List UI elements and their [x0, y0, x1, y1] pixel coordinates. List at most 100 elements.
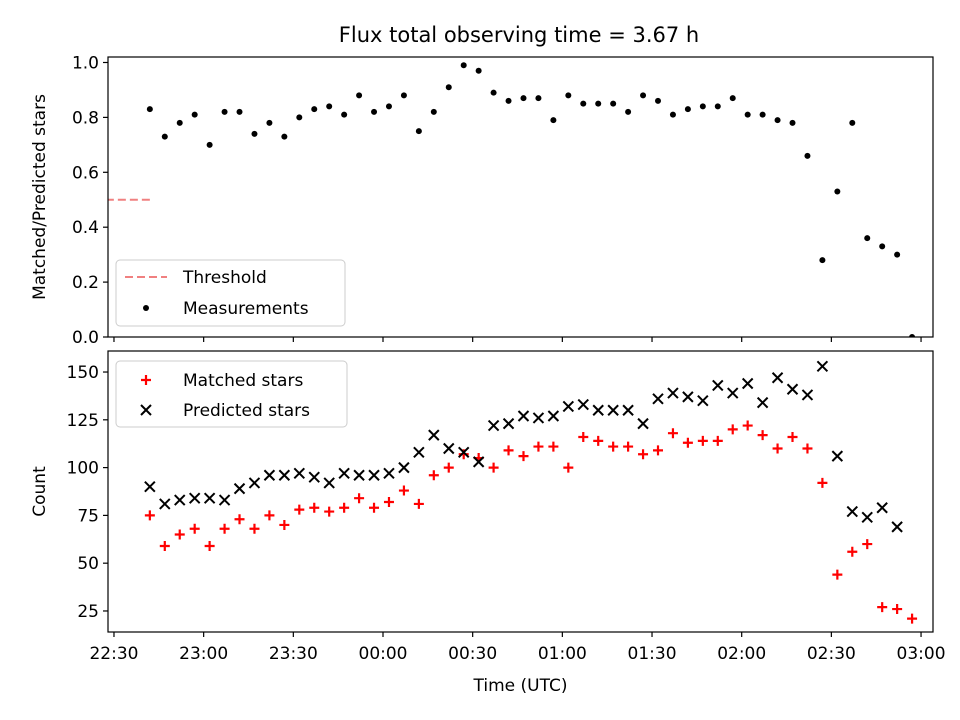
measurement-point [595, 100, 602, 107]
matched-star-point [159, 540, 170, 551]
measurement-point [400, 92, 407, 99]
predicted-star-point [383, 467, 395, 480]
predicted-star-point [174, 494, 186, 506]
measurement-point [356, 92, 363, 99]
plot-area [108, 62, 916, 337]
predicted-star-point [652, 393, 664, 405]
predicted-star-point [293, 467, 306, 480]
predicted-star-point [338, 467, 350, 480]
predicted-star-point [846, 505, 859, 518]
measurement-point [565, 92, 572, 99]
predicted-star-point [323, 477, 335, 489]
predicted-star-point [637, 417, 649, 430]
measurement-point [475, 67, 482, 74]
predicted-star-point [682, 391, 694, 403]
x-tick-label: 00:30 [448, 644, 497, 664]
matched-star-point [264, 510, 275, 521]
predicted-star-point [188, 492, 201, 504]
predicted-star-point [562, 400, 575, 413]
measurement-point [430, 108, 437, 115]
matched-star-point [279, 519, 290, 530]
matched-star-point [383, 497, 394, 508]
matched-star-point [563, 462, 574, 473]
predicted-star-point [891, 521, 903, 533]
matched-star-point [443, 462, 454, 473]
predicted-star-point [144, 481, 156, 493]
measurement-point [385, 103, 392, 110]
predicted-star-point [248, 477, 261, 489]
x-tick-label: 00:00 [359, 644, 408, 664]
measurement-point [610, 100, 617, 107]
measurement-point [415, 128, 422, 135]
measurement-point [176, 119, 183, 126]
matched-star-point [324, 506, 335, 517]
y-tick-label: 0.4 [72, 218, 99, 238]
matched-star-point [413, 498, 424, 509]
matched-star-point [578, 432, 589, 443]
predicted-star-point [771, 372, 784, 384]
x-axis-label: Time (UTC) [473, 676, 568, 696]
measurement-point [714, 103, 721, 110]
measurement-point [640, 92, 647, 99]
matched-star-point [398, 485, 409, 496]
matched-star-point [518, 451, 529, 462]
x-tick-label: 01:30 [628, 644, 677, 664]
matched-star-point [832, 569, 843, 580]
matched-star-point [174, 529, 185, 540]
matched-star-point [548, 441, 559, 452]
measurement-point [505, 97, 512, 104]
legend-measurement-label: Measurements [183, 299, 309, 319]
axes-frame [107, 56, 934, 338]
legend-measurement-swatch [143, 305, 149, 311]
measurement-point [580, 100, 587, 107]
predicted-star-point [756, 396, 769, 409]
predicted-star-point [741, 377, 754, 390]
predicted-star-point [697, 394, 709, 407]
predicted-star-point [308, 471, 320, 483]
predicted-star-point [622, 404, 634, 416]
measurement-point [819, 257, 826, 264]
predicted-star-point [547, 410, 560, 422]
x-tick-label: 01:00 [538, 644, 587, 664]
measurement-point [191, 111, 198, 118]
predicted-star-point [577, 398, 589, 411]
measurement-point [311, 106, 318, 113]
measurement-point [520, 95, 527, 102]
y-tick-label: 125 [67, 411, 99, 431]
predicted-star-point [727, 387, 739, 399]
predicted-star-point [233, 482, 246, 495]
matched-star-point [234, 514, 245, 525]
predicted-star-point [801, 389, 814, 401]
top-panel: 0.0 0.2 0.4 0.6 0.8 1.0 Matched/Predicted star… [30, 53, 934, 348]
matched-star-point [742, 420, 753, 431]
y-tick-label: 0.8 [72, 108, 99, 128]
matched-star-point [862, 539, 873, 550]
x-tick-label: 02:00 [717, 644, 766, 664]
measurement-point [206, 141, 213, 148]
measurement-point [266, 119, 273, 126]
predicted-star-point [502, 417, 515, 430]
matched-star-point [189, 523, 200, 534]
predicted-star-point [532, 412, 545, 424]
legend-matched-label: Matched stars [183, 371, 303, 391]
predicted-star-point [218, 494, 231, 506]
matched-star-point [503, 445, 514, 456]
predicted-star-point [413, 446, 425, 459]
measurement-point [864, 235, 871, 242]
predicted-star-point [712, 379, 724, 392]
measurement-point [490, 89, 497, 96]
matched-star-point [653, 445, 663, 456]
measurement-point [744, 111, 751, 118]
predicted-star-point [428, 429, 440, 441]
matched-star-point [219, 523, 230, 534]
y-tick-label: 25 [77, 602, 99, 622]
measurement-point [834, 188, 841, 195]
matched-star-point [697, 435, 708, 446]
predicted-star-point [831, 450, 844, 462]
matched-star-point [354, 493, 365, 504]
legend-bottom: Matched stars Predicted stars [115, 360, 348, 428]
matched-star-point [787, 432, 798, 443]
predicted-star-point [876, 502, 888, 514]
predicted-star-point [159, 498, 171, 510]
